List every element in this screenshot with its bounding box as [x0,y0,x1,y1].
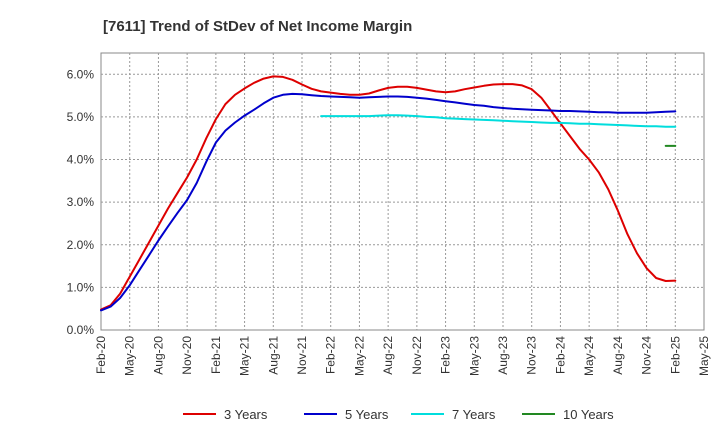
legend-label-1: 3 Years [224,407,268,422]
x-tick-label: Feb-20 [94,336,108,374]
y-tick-label: 0.0% [67,323,95,337]
legend-label-3: 7 Years [452,407,496,422]
x-tick-label: May-25 [697,336,711,376]
x-tick-label: Aug-24 [611,336,625,375]
legend-label-4: 10 Years [563,407,614,422]
x-tick-label: May-20 [123,336,137,376]
x-tick-label: Feb-21 [209,336,223,374]
series-line-1 [100,75,677,311]
x-tick-label: Nov-24 [640,336,654,375]
x-tick-label: Feb-22 [324,336,338,374]
x-tick-label: Nov-22 [410,336,424,375]
x-tick-label: May-21 [238,336,252,376]
x-axis: Feb-20 May-20 Aug-20 Nov-20 Feb-21 May-21 Aug-… [94,336,711,376]
x-tick-label: Feb-25 [668,336,682,374]
y-axis: 0.0% 1.0% 2.0% 3.0% 4.0% 5.0% 6.0% [67,67,95,337]
grid-lines [101,53,704,330]
x-tick-label: Nov-23 [525,336,539,375]
x-tick-label: Feb-23 [439,336,453,374]
x-tick-label: Feb-24 [553,336,567,374]
legend: 3 Years 5 Years 7 Years 10 Years [183,407,614,422]
x-tick-label: May-23 [467,336,481,376]
y-tick-label: 1.0% [67,280,95,294]
x-tick-label: Nov-21 [295,336,309,375]
x-tick-label: Aug-23 [496,336,510,375]
series-line-3 [320,114,677,128]
plot-area [100,52,705,331]
x-tick-label: Nov-20 [180,336,194,375]
y-tick-label: 3.0% [67,195,95,209]
x-tick-label: May-22 [352,336,366,376]
y-tick-label: 5.0% [67,110,95,124]
series-lines [100,75,677,312]
series-line-2 [100,92,677,312]
y-tick-label: 6.0% [67,67,95,81]
x-tick-label: Aug-21 [266,336,280,375]
x-tick-label: Aug-20 [151,336,165,375]
x-tick-label: Aug-22 [381,336,395,375]
y-tick-label: 4.0% [67,153,95,167]
legend-label-2: 5 Years [345,407,389,422]
chart-title: [7611] Trend of StDev of Net Income Marg… [103,18,412,35]
y-tick-label: 2.0% [67,238,95,252]
x-tick-label: May-24 [582,336,596,376]
